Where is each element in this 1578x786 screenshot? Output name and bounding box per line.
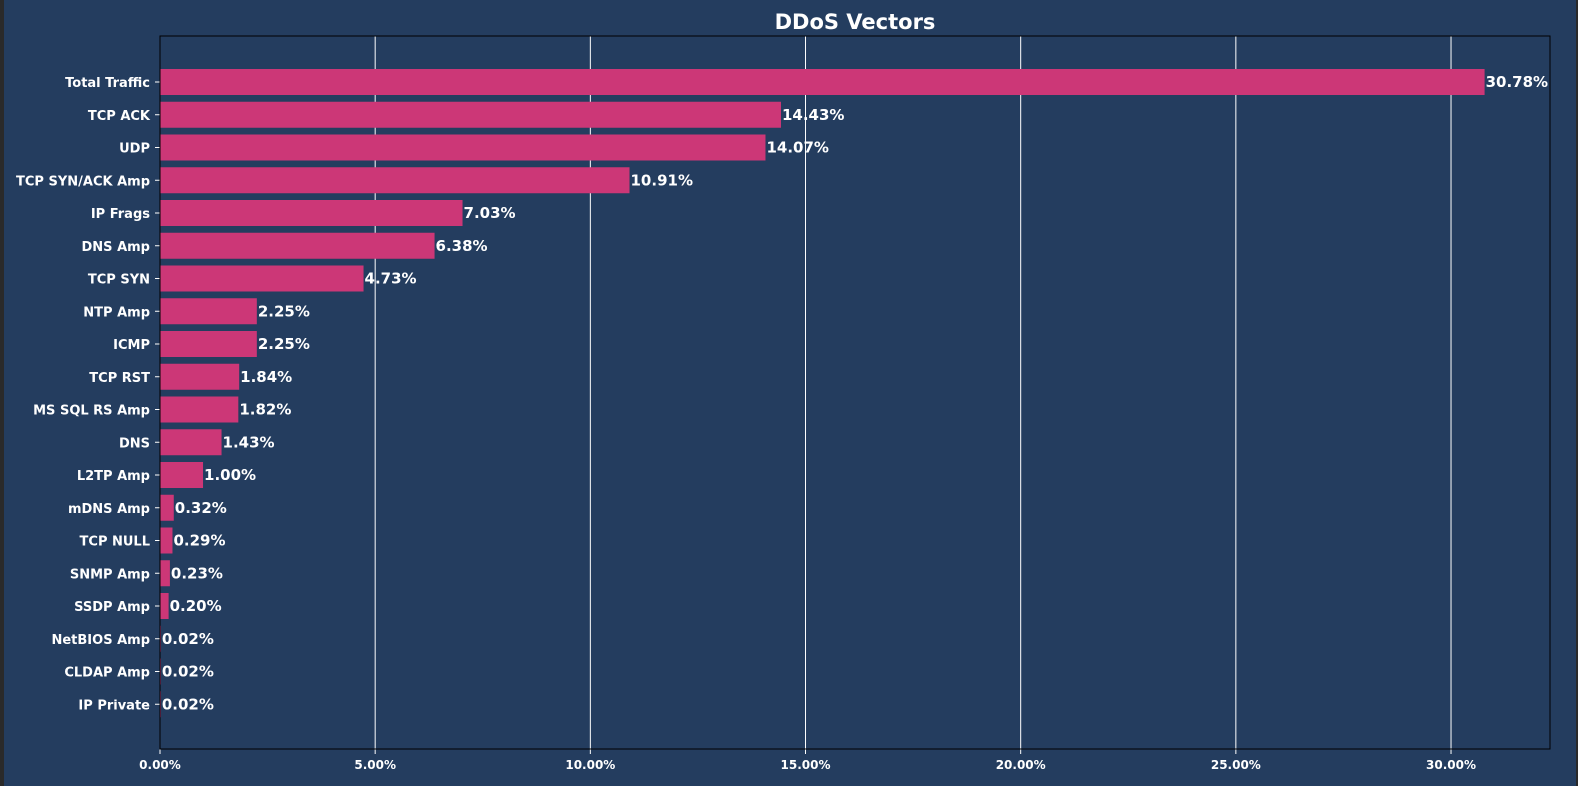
x-tick-label: 5.00% (354, 758, 396, 772)
y-tick-label: UDP (119, 142, 150, 157)
chart-title: DDoS Vectors (775, 10, 936, 34)
x-tick-label: 10.00% (565, 758, 615, 772)
data-label: 14.43% (782, 106, 844, 124)
data-label: 0.02% (162, 695, 214, 713)
y-tick-label: SNMP Amp (70, 567, 150, 582)
x-tick-label: 25.00% (1211, 758, 1261, 772)
bar (160, 200, 463, 226)
x-tick-label: 20.00% (996, 758, 1046, 772)
y-tick-label: IP Frags (91, 207, 150, 222)
data-labels: 30.78% 14.43% 14.07% 10.91% 7.03% 6.38% 4.73% 2… (162, 73, 1548, 713)
bar (160, 101, 781, 128)
bar (160, 560, 170, 587)
bar (160, 265, 364, 292)
data-label: 0.32% (175, 499, 227, 517)
y-tick-label: mDNS Amp (68, 502, 150, 517)
bar (160, 593, 169, 619)
y-tick-label: CLDAP Amp (64, 666, 150, 681)
bar (160, 331, 257, 357)
axes: 0.00% 5.00% 10.00% 15.00% 20.00% 25.00% 30.00%… (16, 35, 1551, 772)
y-tick-label: MS SQL RS Amp (33, 404, 150, 419)
chart-page: DDoS Vectors 0.00% 5.00% 10.00% 15.00% 20.00… (4, 0, 1576, 786)
data-label: 1.82% (239, 401, 291, 419)
data-label: 14.07% (766, 139, 828, 157)
bar (160, 232, 435, 259)
y-tick-label: SSDP Amp (74, 600, 150, 615)
bar (160, 298, 257, 325)
data-label: 7.03% (464, 204, 516, 222)
bar (160, 494, 174, 521)
data-label: 6.38% (436, 237, 488, 255)
data-label: 0.23% (171, 564, 223, 582)
bar (160, 69, 1485, 95)
y-tick-label: NTP Amp (83, 305, 150, 320)
bar (160, 527, 173, 554)
data-label: 1.43% (223, 433, 275, 451)
data-label: 1.00% (204, 466, 256, 484)
bar (160, 363, 240, 390)
bar (160, 429, 222, 456)
x-tick-label: 15.00% (781, 758, 831, 772)
y-tick-label: ICMP (113, 338, 150, 353)
y-tick-label: TCP RST (89, 371, 150, 386)
bar (160, 396, 239, 423)
data-label: 4.73% (365, 270, 417, 288)
bar (160, 134, 766, 161)
data-label: 0.02% (162, 663, 214, 681)
bar (160, 167, 630, 194)
y-tick-label: TCP SYN (88, 273, 150, 288)
y-tick-label: DNS (119, 436, 150, 451)
y-tick-label: TCP NULL (80, 535, 150, 550)
data-label: 10.91% (631, 171, 693, 189)
data-label: 1.84% (240, 368, 292, 386)
bars (160, 69, 1485, 718)
y-tick-label: L2TP Amp (77, 469, 150, 484)
y-tick-label: NetBIOS Amp (51, 633, 150, 648)
ddos-vectors-chart: DDoS Vectors 0.00% 5.00% 10.00% 15.00% 20.00… (16, 10, 1551, 772)
y-tick-label: Total Traffic (65, 76, 150, 91)
data-label: 2.25% (258, 335, 310, 353)
x-tick-label: 0.00% (139, 758, 181, 772)
y-tick-label: IP Private (78, 698, 150, 713)
data-label: 2.25% (258, 302, 310, 320)
data-label: 30.78% (1486, 73, 1548, 91)
bar (160, 462, 204, 488)
data-label: 0.20% (170, 597, 222, 615)
plot-frame (159, 35, 1551, 750)
y-tick-label: TCP SYN/ACK Amp (16, 174, 150, 189)
data-label: 0.29% (173, 532, 225, 550)
x-tick-label: 30.00% (1426, 758, 1476, 772)
data-label: 0.02% (162, 630, 214, 648)
y-tick-label: TCP ACK (88, 109, 151, 124)
y-tick-label: DNS Amp (82, 240, 150, 255)
